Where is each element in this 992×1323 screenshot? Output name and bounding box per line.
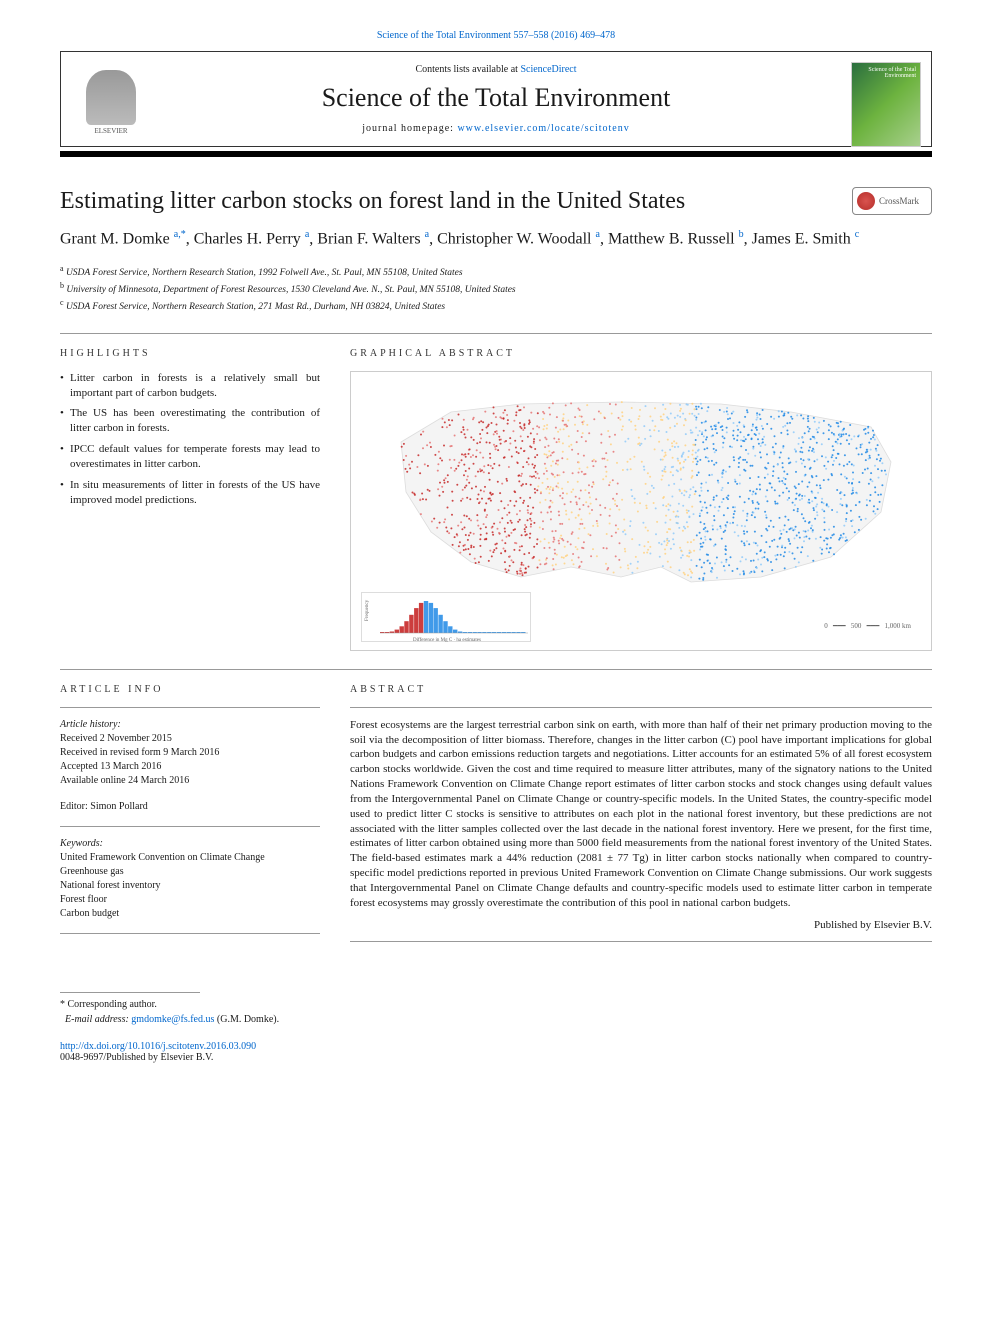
divider: [60, 669, 932, 670]
scale-0: 0: [824, 622, 828, 630]
ga-inset-histogram: Frequency Difference in Mg C · ha estimat…: [361, 592, 531, 642]
author-name: James E. Smith: [752, 230, 855, 247]
highlight-item: The US has been overestimating the contr…: [60, 406, 320, 436]
author-sep: ,: [429, 230, 437, 247]
divider: [60, 826, 320, 827]
publisher-line: Published by Elsevier B.V.: [350, 919, 932, 931]
divider: [60, 333, 932, 334]
author-name: Christopher W. Woodall: [437, 230, 595, 247]
journal-cover-thumb: Science of the Total Environment: [851, 62, 921, 147]
journal-header: ELSEVIER Science of the Total Environmen…: [60, 51, 932, 147]
contents-prefix: Contents lists available at: [415, 64, 520, 75]
elsevier-logo: ELSEVIER: [71, 62, 151, 142]
keyword-item: Greenhouse gas: [60, 865, 320, 879]
graphical-abstract: Frequency Difference in Mg C · ha estimat…: [350, 371, 932, 651]
contents-line: Contents lists available at ScienceDirec…: [171, 64, 821, 75]
divider: [60, 933, 320, 934]
ga-label: GRAPHICAL ABSTRACT: [350, 348, 932, 359]
highlight-item: In situ measurements of litter in forest…: [60, 478, 320, 508]
history-label: Article history:: [60, 718, 320, 732]
crossmark-icon: [857, 192, 875, 210]
journal-cover-text: Science of the Total Environment: [856, 67, 916, 79]
abstract-label: ABSTRACT: [350, 684, 932, 695]
homepage-prefix: journal homepage:: [362, 123, 457, 134]
author-name: Charles H. Perry: [194, 230, 305, 247]
doi-link[interactable]: http://dx.doi.org/10.1016/j.scitotenv.20…: [60, 1041, 256, 1052]
highlights-list: Litter carbon in forests is a relatively…: [60, 371, 320, 508]
email-label: E-mail address:: [65, 1014, 129, 1025]
header-rule: [60, 151, 932, 157]
article-info-label: ARTICLE INFO: [60, 684, 320, 695]
highlights-label: HIGHLIGHTS: [60, 348, 320, 359]
author-list: Grant M. Domke a,*, Charles H. Perry a, …: [60, 228, 932, 251]
author-sep: ,: [744, 230, 752, 247]
author-name: Brian F. Walters: [317, 230, 424, 247]
affiliation-line: c USDA Forest Service, Northern Research…: [60, 297, 932, 314]
affiliations: a USDA Forest Service, Northern Research…: [60, 263, 932, 315]
highlights-ga-row: HIGHLIGHTS Litter carbon in forests is a…: [60, 348, 932, 651]
abstract-text: Forest ecosystems are the largest terres…: [350, 718, 932, 911]
corr-label: Corresponding author.: [68, 999, 157, 1010]
top-citation: Science of the Total Environment 557–558…: [60, 30, 932, 41]
homepage-link[interactable]: www.elsevier.com/locate/scitotenv: [457, 123, 629, 134]
keyword-item: United Framework Convention on Climate C…: [60, 851, 320, 865]
scale-right: 1,000 km: [885, 622, 911, 630]
keywords-block: Keywords: United Framework Convention on…: [60, 837, 320, 921]
history-revised: Received in revised form 9 March 2016: [60, 746, 320, 760]
history-received: Received 2 November 2015: [60, 732, 320, 746]
highlights-column: HIGHLIGHTS Litter carbon in forests is a…: [60, 348, 320, 651]
history-online: Available online 24 March 2016: [60, 774, 320, 788]
us-map-scatter: [361, 382, 921, 592]
article-info-column: ARTICLE INFO Article history: Received 2…: [60, 684, 320, 952]
author-sep: ,: [600, 230, 608, 247]
issn-line: 0048-9697/Published by Elsevier B.V.: [60, 1052, 213, 1063]
homepage-line: journal homepage: www.elsevier.com/locat…: [171, 123, 821, 134]
page-root: Science of the Total Environment 557–558…: [0, 0, 992, 1103]
divider: [350, 941, 932, 942]
affiliation-line: a USDA Forest Service, Northern Research…: [60, 263, 932, 280]
graphical-abstract-column: GRAPHICAL ABSTRACT Frequency Difference i…: [350, 348, 932, 651]
affiliation-line: b University of Minnesota, Department of…: [60, 280, 932, 297]
journal-name: Science of the Total Environment: [171, 83, 821, 113]
info-abstract-row: ARTICLE INFO Article history: Received 2…: [60, 684, 932, 952]
divider: [350, 707, 932, 708]
keyword-item: Carbon budget: [60, 907, 320, 921]
elsevier-label: ELSEVIER: [94, 127, 127, 135]
divider: [60, 707, 320, 708]
highlight-item: Litter carbon in forests is a relatively…: [60, 371, 320, 401]
keyword-item: National forest inventory: [60, 879, 320, 893]
affiliation-link[interactable]: c: [855, 229, 859, 240]
title-row: Estimating litter carbon stocks on fores…: [60, 187, 932, 216]
editor-label: Editor: Simon Pollard: [60, 800, 320, 814]
crossmark-label: CrossMark: [879, 196, 919, 206]
footnote-rule: [60, 992, 200, 993]
svg-text:Difference in Mg C · ha estima: Difference in Mg C · ha estimates: [413, 638, 481, 643]
affiliation-link[interactable]: a,: [174, 229, 181, 240]
highlight-item: IPCC default values for temperate forest…: [60, 442, 320, 472]
corr-star: *: [60, 999, 65, 1010]
keywords-label: Keywords:: [60, 837, 320, 851]
abstract-column: ABSTRACT Forest ecosystems are the large…: [350, 684, 932, 952]
crossmark-badge[interactable]: CrossMark: [852, 187, 932, 215]
author-name: Grant M. Domke: [60, 230, 174, 247]
doi-block: http://dx.doi.org/10.1016/j.scitotenv.20…: [60, 1041, 932, 1063]
keyword-item: Forest floor: [60, 893, 320, 907]
article-history: Article history: Received 2 November 201…: [60, 718, 320, 788]
corresponding-footer: * Corresponding author. E-mail address: …: [60, 992, 932, 1027]
top-citation-link[interactable]: Science of the Total Environment 557–558…: [377, 30, 615, 41]
svg-text:Frequency: Frequency: [365, 599, 370, 621]
article-title: Estimating litter carbon stocks on fores…: [60, 187, 832, 216]
scale-mid: 500: [851, 622, 862, 630]
editor-block: Editor: Simon Pollard: [60, 800, 320, 814]
author-name: Matthew B. Russell: [608, 230, 739, 247]
ga-scale-bar: 0 ━━━ 500 ━━━ 1,000 km: [824, 622, 911, 630]
history-accepted: Accepted 13 March 2016: [60, 760, 320, 774]
sciencedirect-link[interactable]: ScienceDirect: [520, 64, 576, 75]
corr-email-link[interactable]: gmdomke@fs.fed.us: [131, 1014, 214, 1025]
corr-name: (G.M. Domke).: [217, 1014, 279, 1025]
elsevier-tree-icon: [86, 70, 136, 125]
author-sep: ,: [186, 230, 194, 247]
